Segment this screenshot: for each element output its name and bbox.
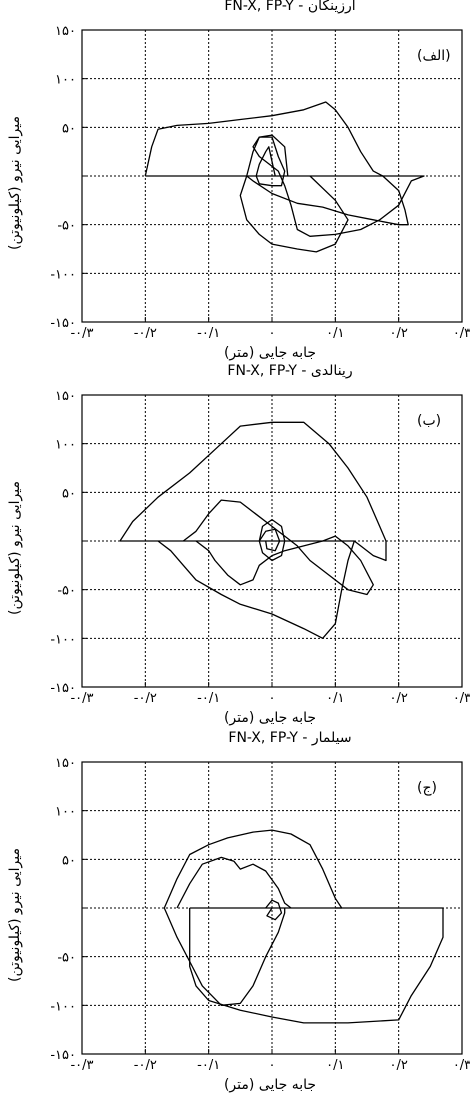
y-tick-label: -۱۰۰	[50, 632, 76, 647]
x-tick-label: -۰/۱	[197, 1058, 220, 1073]
hysteresis-curve	[239, 134, 349, 253]
x-tick-label: ۰/۱	[326, 326, 344, 341]
hysteresis-curve	[182, 499, 374, 596]
panel-label: (ب)	[417, 413, 442, 429]
y-tick-label: -۱۰۰	[50, 267, 76, 282]
x-tick-label: -۰/۳	[70, 691, 93, 706]
y-tick-label: ۱۵۰	[55, 756, 76, 771]
x-tick-label: ۰/۲	[389, 326, 407, 341]
hysteresis-curve	[120, 540, 355, 639]
chart-title: FN-X, FP-Y - ارزینکان	[224, 0, 356, 14]
y-tick-label: ۱۰۰	[55, 805, 76, 820]
x-tick-label: ۰	[269, 691, 276, 706]
x-axis-label: جابه جایی (متر)	[223, 710, 317, 726]
x-tick-label: -۰/۲	[134, 326, 157, 341]
y-tick-label: ۵۰	[62, 121, 76, 136]
y-tick-label: -۵۰	[57, 219, 76, 234]
x-tick-label: -۰/۲	[134, 1058, 157, 1073]
chart-title: FN-X, FP-Y - سیلمار	[228, 730, 352, 746]
y-tick-label: ۱۵۰	[55, 24, 76, 39]
x-tick-label: ۰/۲	[389, 691, 407, 706]
y-tick-label: -۱۵۰	[50, 681, 76, 696]
x-tick-label: -۰/۱	[197, 326, 220, 341]
x-tick-label: ۰/۳	[453, 1058, 470, 1073]
x-tick-label: ۰/۲	[389, 1058, 407, 1073]
x-tick-label: ۰/۳	[453, 691, 470, 706]
y-axis-label: میرایی نیرو (کیلونیوتن)	[7, 848, 23, 982]
hysteresis-curve	[265, 899, 283, 921]
y-tick-label: -۱۰۰	[50, 999, 76, 1014]
hysteresis-curve	[258, 518, 286, 562]
chart-svg: -۰/۳ -۰/۲ -۰/۱ ۰ ۰/۱ ۰/۲ ۰/۳ ۱۵۰ ۱۰۰ ۵۰ -۵۰ -۱۰۰ -۱۵…	[50, 389, 470, 706]
chart-panel-erzincan: -۰/۳ -۰/۲ -۰/۱ ۰ ۰/۱ ۰/۲ ۰/۳ ۱۵۰ ۱۰۰ ۵۰ -۵۰ -۱۰۰ -۱۵…	[0, 0, 470, 370]
chart-svg: -۰/۳ -۰/۲ -۰/۱ ۰ ۰/۱ ۰/۲ ۰/۳ ۱۵۰ ۱۰۰ ۵۰ -۵۰ -۱۰۰ -۱۵…	[50, 24, 470, 341]
y-tick-label: ۱۰۰	[55, 438, 76, 453]
hysteresis-curve	[189, 907, 444, 1024]
x-tick-label: -۰/۱	[197, 691, 220, 706]
y-tick-label: -۵۰	[57, 951, 76, 966]
x-tick-label: -۰/۳	[70, 1058, 93, 1073]
y-tick-label: -۵۰	[57, 584, 76, 599]
y-tick-label: -۱۵۰	[50, 1048, 76, 1063]
x-tick-label: ۰	[269, 1058, 276, 1073]
x-tick-label: -۰/۳	[70, 326, 93, 341]
hysteresis-curve	[145, 136, 425, 237]
hysteresis-curve	[119, 421, 387, 562]
chart-panel-rinaldi: -۰/۳ -۰/۲ -۰/۱ ۰ ۰/۱ ۰/۲ ۰/۳ ۱۵۰ ۱۰۰ ۵۰ -۵۰ -۱۰۰ -۱۵…	[0, 363, 470, 735]
chart-panel-sylmar: -۰/۳ -۰/۲ -۰/۱ ۰ ۰/۱ ۰/۲ ۰/۳ ۱۵۰ ۱۰۰ ۵۰ -۵۰ -۱۰۰ -۱۵…	[0, 730, 470, 1102]
y-axis-label: میرایی نیرو (کیلونیوتن)	[7, 116, 23, 250]
x-tick-label: ۰/۱	[326, 691, 344, 706]
x-axis-label: جابه جایی (متر)	[223, 1077, 317, 1093]
chart-svg: -۰/۳ -۰/۲ -۰/۱ ۰ ۰/۱ ۰/۲ ۰/۳ ۱۵۰ ۱۰۰ ۵۰ -۵۰ -۱۰۰ -۱۵…	[50, 756, 470, 1073]
hysteresis-curve	[144, 101, 409, 226]
y-tick-label: ۱۰۰	[55, 73, 76, 88]
x-axis-label: جابه جایی (متر)	[223, 345, 317, 361]
chart-title: FN-X, FP-Y - رینالدی	[227, 363, 353, 379]
y-tick-label: ۵۰	[62, 486, 76, 501]
panel-label: (الف)	[417, 48, 451, 64]
y-tick-label: ۱۵۰	[55, 389, 76, 404]
x-tick-label: ۰/۳	[453, 326, 470, 341]
y-tick-label: -۱۵۰	[50, 316, 76, 331]
y-axis-label: میرایی نیرو (کیلونیوتن)	[7, 481, 23, 615]
x-tick-label: -۰/۲	[134, 691, 157, 706]
hysteresis-curve	[163, 907, 286, 1006]
hysteresis-curve	[176, 856, 292, 909]
x-tick-label: ۰/۱	[326, 1058, 344, 1073]
panel-label: (ج)	[417, 780, 437, 796]
x-tick-label: ۰	[269, 326, 276, 341]
hysteresis-curve	[163, 829, 343, 909]
y-tick-label: ۵۰	[62, 853, 76, 868]
